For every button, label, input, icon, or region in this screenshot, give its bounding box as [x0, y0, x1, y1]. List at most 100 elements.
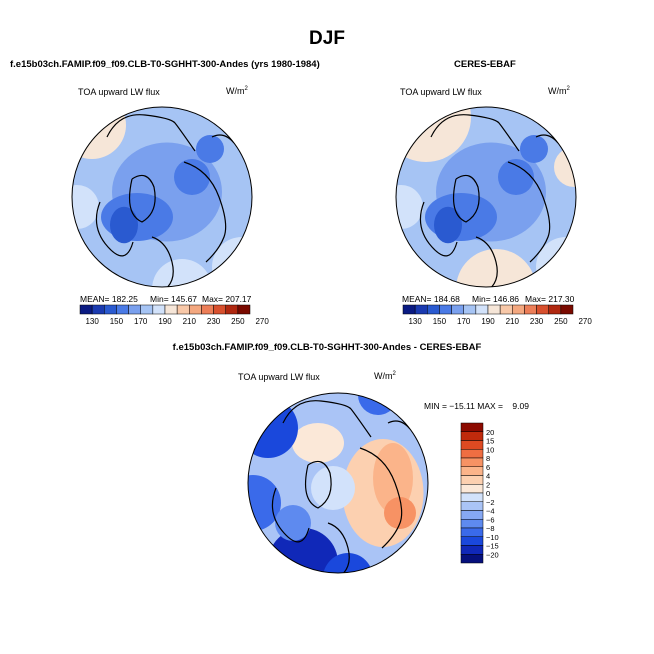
- obs-variable-label: TOA upward LW flux: [400, 87, 482, 97]
- obs-colorbar-tick-label: 130: [408, 317, 422, 326]
- model-colorbar-tick-label: 170: [134, 317, 148, 326]
- obs-colorbar-tick-label: 150: [433, 317, 447, 326]
- diff-coastline: [305, 460, 332, 509]
- obs-colorbar-bin: [548, 304, 562, 315]
- figure-title: DJF: [309, 28, 345, 49]
- obs-colorbar-tick-label: 210: [506, 317, 520, 326]
- obs-colorbar-bin: [487, 304, 501, 315]
- diff-colorbar-tick-label: 15: [486, 437, 494, 446]
- diff-units-label: W/m2: [374, 371, 396, 381]
- diff-panel-title: f.e15b03ch.FAMIP.f09_f09.CLB-T0-SGHHT-30…: [172, 342, 482, 353]
- model-colorbar-bin: [213, 304, 226, 315]
- obs-colorbar-bin: [536, 304, 549, 315]
- model-colorbar-bin: [91, 304, 105, 315]
- diff-negative-region-5: [358, 393, 398, 415]
- diff-map-border: [247, 392, 429, 574]
- obs-colorbar-bin: [402, 304, 416, 315]
- model-colorbar-bin: [140, 304, 154, 315]
- diff-colorbar-bin: [460, 510, 484, 520]
- model-colorbar-bin: [237, 304, 251, 315]
- model-colorbar-tick-label: 270: [255, 317, 269, 326]
- obs-coastline: [419, 201, 458, 257]
- obs-colorbar-bin: [427, 304, 440, 315]
- obs-colorbar-tick-label: 270: [578, 317, 592, 326]
- obs-coastline: [430, 114, 520, 152]
- model-colorbar-bin: [152, 304, 166, 315]
- diff-positive-max: [384, 497, 416, 529]
- diff-colorbar-bin: [460, 457, 484, 467]
- obs-colorbar-tick-label: 190: [481, 317, 495, 326]
- model-coastline: [183, 161, 227, 263]
- obs-coldest-region: [434, 206, 462, 244]
- obs-colorbar-tick-label: 250: [554, 317, 568, 326]
- obs-panel-title: CERES-EBAF: [454, 59, 516, 70]
- diff-colorbar-bin: [460, 492, 484, 502]
- obs-rim-patch-3: [396, 185, 423, 229]
- diff-colorbar-bin: [460, 484, 484, 494]
- diff-coastline: [282, 400, 372, 438]
- diff-colorbar-bin: [460, 431, 484, 441]
- diff-colorbar-tick-label: 0: [486, 489, 490, 498]
- model-colorbar-bin: [201, 304, 214, 315]
- diff-colorbar-bin: [460, 554, 484, 564]
- diff-colorbar-bin: [460, 466, 484, 476]
- obs-colorbar-bin: [451, 304, 464, 315]
- model-colder-region-3: [196, 135, 224, 163]
- diff-colorbar-tick-label: 8: [486, 454, 490, 463]
- model-units-label: W/m2: [226, 86, 248, 96]
- obs-warm-patch-2: [396, 107, 471, 162]
- model-colorbar-tick-label: 150: [110, 317, 124, 326]
- model-colder-region-2: [174, 159, 210, 195]
- diff-colorbar-bin: [460, 422, 484, 432]
- diff-negative-region-6: [275, 505, 311, 541]
- diff-colorbar-tick-label: 20: [486, 428, 494, 437]
- obs-warm-patch-3: [456, 249, 536, 287]
- model-rim-patch: [212, 237, 252, 287]
- diff-colorbar-tick-label: −15: [486, 542, 499, 551]
- obs-colorbar-tick-label: 170: [457, 317, 471, 326]
- model-colorbar-tick-label: 230: [207, 317, 221, 326]
- model-min-stat: Min= 145.67: [150, 294, 198, 304]
- obs-max-stat: Max= 217.30: [525, 294, 575, 304]
- model-coastline: [95, 201, 134, 257]
- model-colorbar: 130 150 170 190 210 230 250 270: [79, 304, 269, 326]
- diff-coastline: [271, 487, 310, 543]
- obs-rim-patch: [536, 237, 576, 287]
- model-mean-stat: MEAN= 182.25: [80, 294, 138, 304]
- obs-colorbar-bin: [499, 304, 513, 315]
- obs-warm-patch-4: [554, 147, 576, 187]
- diff-colorbar-tick-label: 2: [486, 480, 490, 489]
- diff-minmax-stat: MIN = −15.11 MAX = 9.09: [424, 401, 529, 411]
- obs-map: [396, 107, 576, 287]
- model-colorbar-bin: [116, 304, 129, 315]
- model-colorbar-tick-label: 190: [158, 317, 172, 326]
- diff-near-zero: [292, 423, 344, 463]
- diff-negative-region-4: [323, 553, 373, 573]
- model-colorbar-bin: [189, 304, 202, 315]
- diff-near-zero-2: [311, 466, 355, 510]
- obs-colorbar-bin: [512, 304, 525, 315]
- model-colorbar-tick-label: 130: [85, 317, 99, 326]
- obs-colder-region-3: [520, 135, 548, 163]
- diff-colorbar-bin: [460, 527, 484, 537]
- model-colorbar-tick-label: 210: [183, 317, 197, 326]
- model-colorbar-bin: [104, 304, 117, 315]
- diff-colorbar-bin: [460, 519, 484, 529]
- diff-colorbar-bin: [460, 501, 484, 511]
- obs-mean-stat: MEAN= 184.68: [402, 294, 460, 304]
- model-colorbar-bin: [79, 304, 93, 315]
- diff-colorbar-tick-label: −8: [486, 524, 495, 533]
- diff-colorbar-tick-label: −4: [486, 507, 495, 516]
- obs-coastline: [475, 236, 498, 287]
- model-variable-label: TOA upward LW flux: [78, 87, 160, 97]
- diff-negative-region-3: [268, 528, 338, 573]
- model-colorbar-bin: [225, 304, 239, 315]
- model-rim-patch-3: [72, 185, 99, 229]
- model-coastline: [106, 114, 196, 152]
- model-coastline: [129, 174, 156, 223]
- diff-colorbar-bin: [460, 440, 484, 450]
- diff-coastline: [327, 522, 350, 573]
- obs-colorbar-bin: [560, 304, 574, 315]
